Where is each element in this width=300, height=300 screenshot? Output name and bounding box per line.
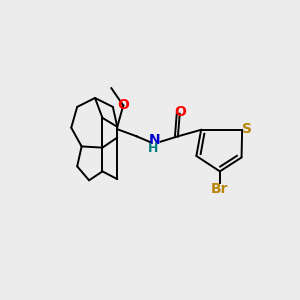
Text: O: O [117, 98, 129, 112]
Text: S: S [242, 122, 253, 136]
Text: H: H [148, 142, 158, 155]
Text: Br: Br [211, 182, 229, 196]
Text: O: O [174, 105, 186, 119]
Text: N: N [148, 133, 160, 147]
